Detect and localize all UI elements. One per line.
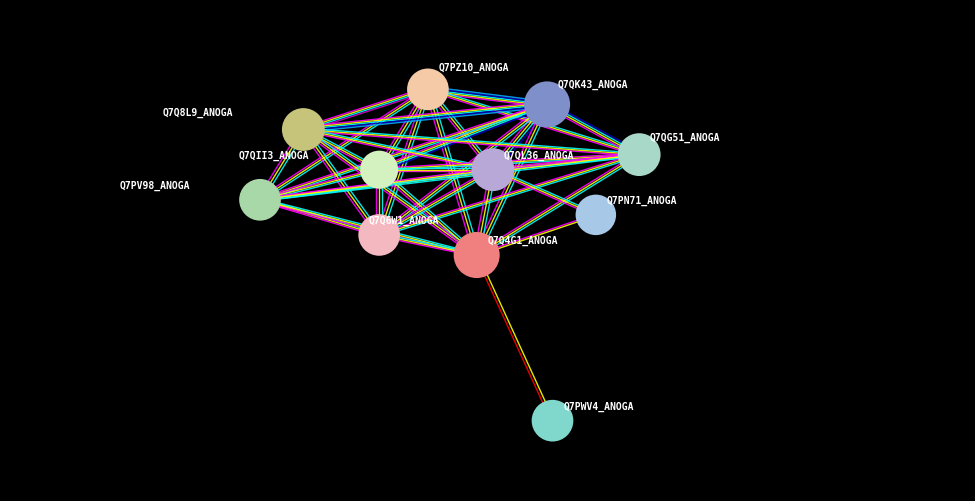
Text: Q7PV98_ANOGA: Q7PV98_ANOGA — [119, 180, 190, 190]
Text: Q7QK43_ANOGA: Q7QK43_ANOGA — [558, 80, 629, 90]
Text: Q7PN71_ANOGA: Q7PN71_ANOGA — [606, 195, 678, 205]
Point — [420, 86, 436, 94]
Point — [545, 417, 561, 425]
Point — [469, 252, 485, 260]
Point — [486, 166, 501, 174]
Point — [371, 166, 387, 174]
Text: Q7Q6W1_ANOGA: Q7Q6W1_ANOGA — [369, 215, 439, 225]
Text: Q7QG51_ANOGA: Q7QG51_ANOGA — [650, 133, 721, 143]
Text: Q7QL36_ANOGA: Q7QL36_ANOGA — [504, 150, 574, 160]
Point — [371, 231, 387, 239]
Text: Q7Q8L9_ANOGA: Q7Q8L9_ANOGA — [163, 108, 233, 118]
Point — [253, 196, 268, 204]
Text: Q7QII3_ANOGA: Q7QII3_ANOGA — [238, 150, 309, 160]
Text: Q7PWV4_ANOGA: Q7PWV4_ANOGA — [564, 401, 634, 411]
Text: Q7Q4G1_ANOGA: Q7Q4G1_ANOGA — [488, 235, 558, 245]
Point — [632, 151, 647, 159]
Point — [295, 126, 311, 134]
Text: Q7PZ10_ANOGA: Q7PZ10_ANOGA — [439, 63, 509, 73]
Point — [588, 211, 604, 219]
Point — [539, 101, 555, 109]
